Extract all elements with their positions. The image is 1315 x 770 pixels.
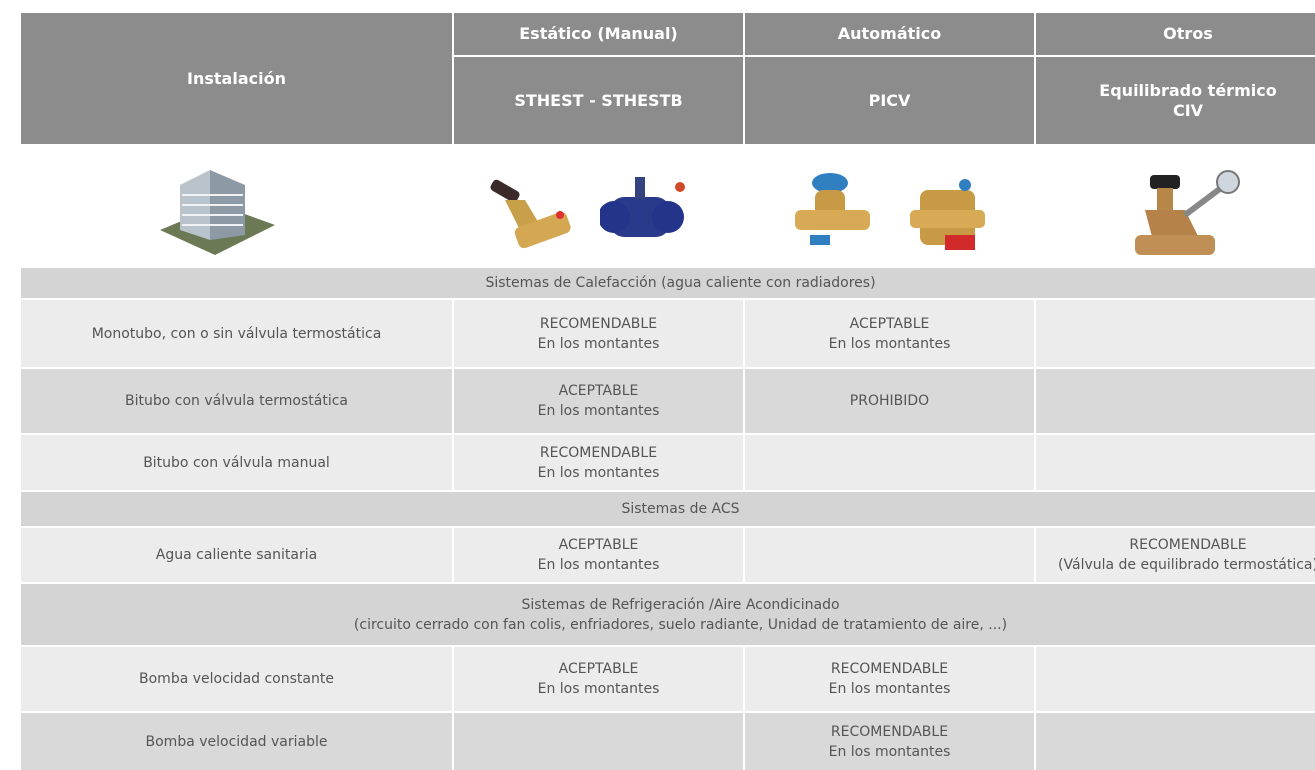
valve-image (795, 173, 870, 245)
cell-text: En los montantes (537, 403, 660, 419)
table-cell: ACEPTABLE En los montantes (454, 369, 743, 433)
table-cell (745, 435, 1034, 490)
section-title: Sistemas de Refrigeración /Aire Acondici… (521, 596, 840, 613)
table-cell (1036, 713, 1315, 770)
header-text: Automático (837, 24, 942, 43)
header-cell: Estático (Manual) (454, 13, 743, 55)
cell-text: En los montantes (828, 335, 951, 352)
cell-text: ACEPTABLE (558, 383, 639, 399)
valve-image (910, 179, 985, 250)
header-cell: Equilibrado térmico CIV (1036, 57, 1315, 144)
header-cell: Instalación (21, 13, 452, 144)
table-cell: RECOMENDABLE En los montantes (745, 713, 1034, 770)
cell-text: RECOMENDABLE (1129, 537, 1247, 553)
cell-text: En los montantes (828, 681, 951, 697)
table-cell: RECOMENDABLE En los montantes (745, 647, 1034, 711)
table-cell (745, 528, 1034, 582)
table-cell: ACEPTABLE En los montantes (454, 528, 743, 582)
cell-text: En los montantes (537, 557, 660, 573)
section-row: Sistemas de Refrigeración /Aire Acondici… (21, 584, 1315, 645)
table-cell: RECOMENDABLE En los montantes (454, 435, 743, 490)
building-image (160, 170, 275, 255)
cell-text: RECOMENDABLE (830, 723, 949, 740)
header-cell: Otros (1036, 13, 1315, 55)
valve-image (1135, 170, 1240, 255)
row-label: Bitubo con válvula termostática (21, 369, 452, 433)
cell-text: PROHIBIDO (849, 393, 930, 409)
cell-text: ACEPTABLE (558, 661, 639, 677)
row-label: Monotubo, con o sin válvula termostática (21, 300, 452, 367)
table-cell (1036, 369, 1315, 433)
row-label-text: Bomba velocidad variable (145, 733, 328, 750)
table-cell: RECOMENDABLE (Válvula de equilibrado term… (1036, 528, 1315, 582)
table-cell (1036, 647, 1315, 711)
cell-text: ACEPTABLE (849, 315, 930, 332)
row-label-text: Monotubo, con o sin válvula termostática (91, 325, 382, 342)
section-row: Sistemas de ACS (21, 492, 1315, 526)
cell-text: En los montantes (828, 743, 951, 760)
header-cell: STHEST - STHESTB (454, 57, 743, 144)
header-text: Equilibrado térmico (1099, 80, 1277, 100)
row-label: Bitubo con válvula manual (21, 435, 452, 490)
row-label: Bomba velocidad constante (21, 647, 452, 711)
table-cell: ACEPTABLE En los montantes (745, 300, 1034, 367)
row-label: Agua caliente sanitaria (21, 528, 452, 582)
table-cell: ACEPTABLE En los montantes (454, 647, 743, 711)
header-text: STHEST - STHESTB (514, 90, 683, 110)
cell-text: (Válvula de equilibrado termostática) (1058, 557, 1315, 573)
section-title: (circuito cerrado con fan colis, enfriad… (353, 616, 1008, 633)
header-cell: Automático (745, 13, 1034, 55)
cell-text: RECOMENDABLE (830, 661, 949, 677)
table-cell (1036, 300, 1315, 367)
cell-text: En los montantes (537, 681, 660, 697)
header-text: PICV (868, 90, 911, 110)
valve-image (600, 177, 685, 237)
header-text: Otros (1163, 24, 1213, 43)
section-row: Sistemas de Calefacción (agua caliente c… (21, 268, 1315, 298)
table-cell: PROHIBIDO (745, 369, 1034, 433)
row-label: Bomba velocidad variable (21, 713, 452, 770)
table-cell (454, 713, 743, 770)
table-cell: RECOMENDABLE En los montantes (454, 300, 743, 367)
table-cell (1036, 435, 1315, 490)
section-title: Sistemas de Calefacción (agua caliente c… (485, 275, 876, 291)
row-label-text: Bitubo con válvula termostática (124, 393, 348, 409)
row-label-text: Agua caliente sanitaria (155, 547, 318, 563)
cell-text: ACEPTABLE (558, 537, 639, 553)
cell-text: En los montantes (537, 464, 660, 481)
header-text: CIV (1172, 100, 1204, 120)
row-label-text: Bitubo con válvula manual (143, 454, 330, 471)
section-title: Sistemas de ACS (621, 501, 740, 517)
header-text: Estático (Manual) (519, 24, 678, 43)
row-label-text: Bomba velocidad constante (139, 671, 334, 687)
cell-text: RECOMENDABLE (539, 444, 658, 461)
header-text: Instalación (187, 68, 286, 88)
cell-text: RECOMENDABLE (539, 315, 658, 332)
cell-text: En los montantes (537, 335, 660, 352)
valve-image (490, 179, 571, 249)
header-cell: PICV (745, 57, 1034, 144)
